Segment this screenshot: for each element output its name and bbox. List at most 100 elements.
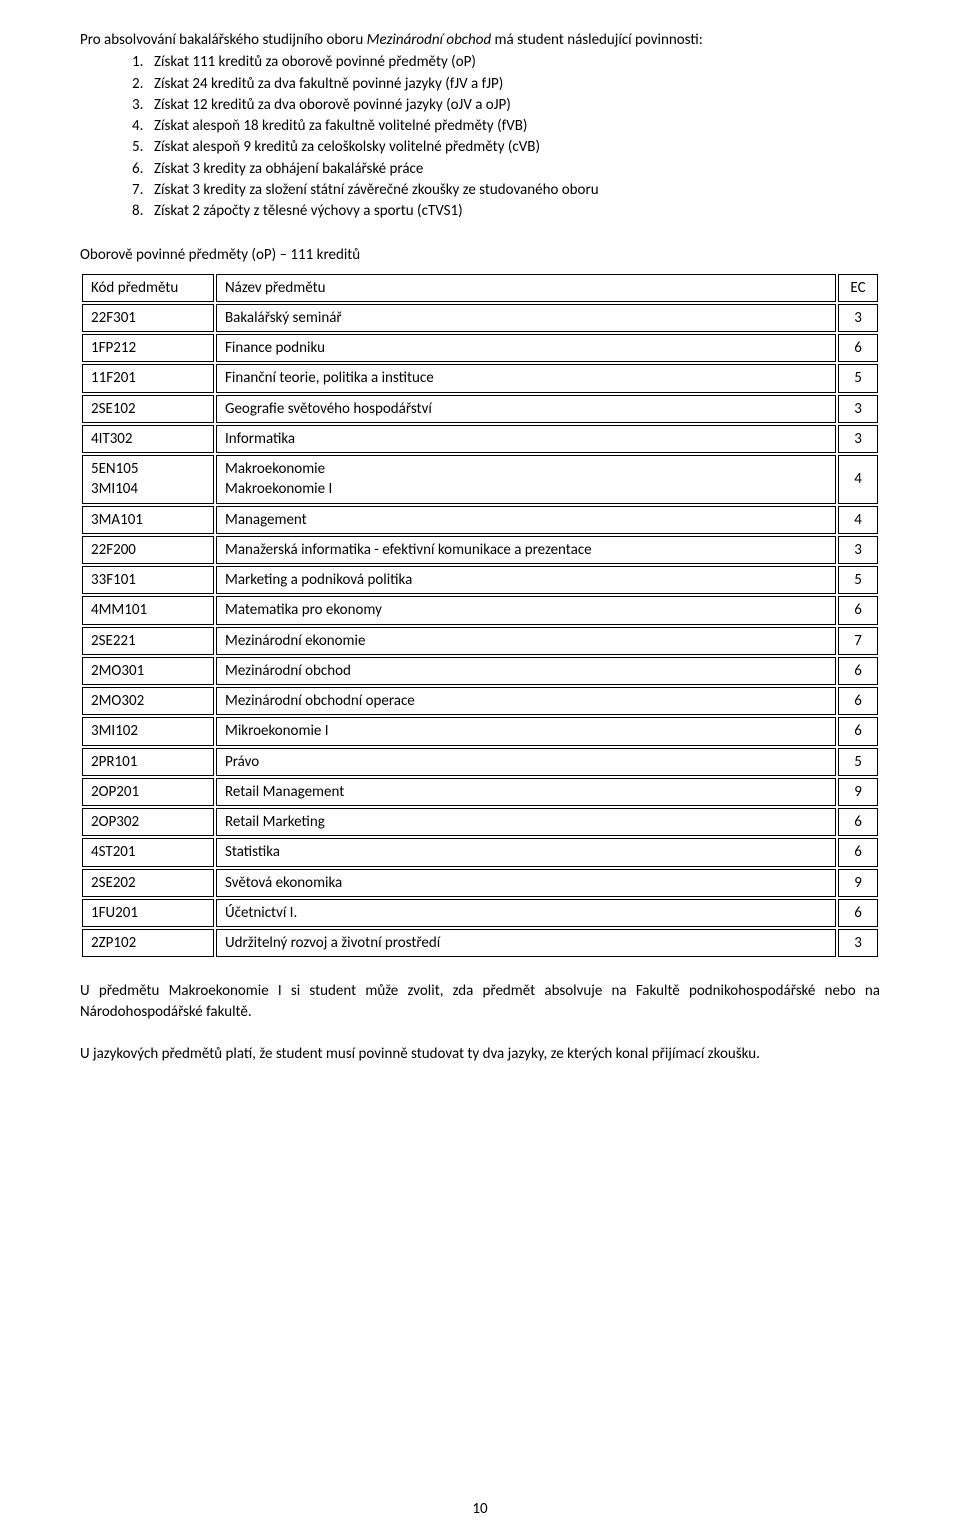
- cell-name: Mikroekonomie I: [216, 717, 836, 745]
- cell-name: Manažerská informatika - efektivní komun…: [216, 536, 836, 564]
- intro-prefix: Pro absolvování bakalářského studijního …: [80, 31, 367, 49]
- cell-code: 22F301: [82, 304, 214, 332]
- list-item: 3.Získat 12 kreditů za dva oborově povin…: [132, 95, 880, 115]
- page: Pro absolvování bakalářského studijního …: [40, 0, 920, 1537]
- list-num: 2.: [132, 74, 154, 94]
- table-row: 2SE202Světová ekonomika9: [82, 869, 878, 897]
- cell-ec: 5: [838, 748, 878, 776]
- cell-ec: 9: [838, 778, 878, 806]
- cell-ec: 3: [838, 395, 878, 423]
- cell-name: Právo: [216, 748, 836, 776]
- table-row: 4IT302Informatika3: [82, 425, 878, 453]
- cell-ec: 6: [838, 808, 878, 836]
- table-row: 2PR101Právo5: [82, 748, 878, 776]
- table-row: 2MO301Mezinárodní obchod6: [82, 657, 878, 685]
- list-text: Získat 3 kredity za složení státní závěr…: [154, 181, 599, 199]
- cell-code: 11F201: [82, 364, 214, 392]
- cell-code: 2OP201: [82, 778, 214, 806]
- cell-name: Mezinárodní obchodní operace: [216, 687, 836, 715]
- cell-code: 2ZP102: [82, 929, 214, 957]
- cell-code: 3MI102: [82, 717, 214, 745]
- list-item: 2.Získat 24 kreditů za dva fakultně povi…: [132, 74, 880, 94]
- cell-ec: 3: [838, 425, 878, 453]
- table-row: 3MI102Mikroekonomie I6: [82, 717, 878, 745]
- list-item: 8.Získat 2 zápočty z tělesné výchovy a s…: [132, 201, 880, 221]
- cell-code: 3MA101: [82, 506, 214, 534]
- list-item: 1.Získat 111 kreditů za oborově povinné …: [132, 52, 880, 72]
- list-text: Získat 3 kredity za obhájení bakalářské …: [154, 160, 423, 178]
- paragraph-2: U jazykových předmětů platí, že student …: [80, 1044, 880, 1064]
- cell-name: Management: [216, 506, 836, 534]
- course-table: Kód předmětu Název předmětu EC 22F301Bak…: [80, 272, 880, 960]
- table-row: 2SE221Mezinárodní ekonomie7: [82, 627, 878, 655]
- cell-name: Udržitelný rozvoj a životní prostředí: [216, 929, 836, 957]
- table-row: 1FP212Finance podniku6: [82, 334, 878, 362]
- col-header-code: Kód předmětu: [82, 274, 214, 302]
- list-text: Získat alespoň 9 kreditů za celoškolsky …: [154, 138, 540, 156]
- cell-code: 22F200: [82, 536, 214, 564]
- list-text: Získat 2 zápočty z tělesné výchovy a spo…: [154, 202, 463, 220]
- cell-ec: 6: [838, 717, 878, 745]
- cell-code: 1FP212: [82, 334, 214, 362]
- cell-name: Mezinárodní ekonomie: [216, 627, 836, 655]
- cell-name: Finanční teorie, politika a instituce: [216, 364, 836, 392]
- cell-ec: 6: [838, 899, 878, 927]
- intro-paragraph: Pro absolvování bakalářského studijního …: [80, 30, 880, 50]
- cell-ec: 6: [838, 687, 878, 715]
- list-text: Získat 24 kreditů za dva fakultně povinn…: [154, 75, 503, 93]
- intro-suffix: má student následující povinnosti:: [491, 31, 703, 49]
- intro-italic: Mezinárodní obchod: [367, 31, 491, 49]
- table-row: 33F101Marketing a podniková politika5: [82, 566, 878, 594]
- table-row: 22F200Manažerská informatika - efektivní…: [82, 536, 878, 564]
- cell-ec: 7: [838, 627, 878, 655]
- cell-code: 2OP302: [82, 808, 214, 836]
- cell-ec: 6: [838, 657, 878, 685]
- list-item: 7.Získat 3 kredity za složení státní záv…: [132, 180, 880, 200]
- cell-ec: 5: [838, 566, 878, 594]
- table-row: 2MO302Mezinárodní obchodní operace6: [82, 687, 878, 715]
- cell-ec-merged: 4: [838, 455, 878, 504]
- cell-ec: 5: [838, 364, 878, 392]
- list-num: 7.: [132, 180, 154, 200]
- cell-code: 1FU201: [82, 899, 214, 927]
- list-num: 8.: [132, 201, 154, 221]
- cell-name: Retail Management: [216, 778, 836, 806]
- table-row: 2OP201Retail Management9: [82, 778, 878, 806]
- table-row: 3MA101Management4: [82, 506, 878, 534]
- cell-code-merged: 5EN105 3MI104: [82, 455, 214, 504]
- page-number: 10: [40, 1499, 920, 1519]
- cell-ec: 3: [838, 304, 878, 332]
- col-header-name: Název předmětu: [216, 274, 836, 302]
- cell-ec: 6: [838, 596, 878, 624]
- cell-ec: 9: [838, 869, 878, 897]
- table-row: 1FU201Účetnictví I.6: [82, 899, 878, 927]
- list-num: 5.: [132, 137, 154, 157]
- cell-code: 2MO301: [82, 657, 214, 685]
- list-item: 6.Získat 3 kredity za obhájení bakalářsk…: [132, 159, 880, 179]
- paragraph-1: U předmětu Makroekonomie I si student mů…: [80, 981, 880, 1022]
- cell-ec: 6: [838, 334, 878, 362]
- cell-name: Účetnictví I.: [216, 899, 836, 927]
- table-row: 2SE102Geografie světového hospodářství3: [82, 395, 878, 423]
- cell-name-merged: Makroekonomie Makroekonomie I: [216, 455, 836, 504]
- cell-name: Marketing a podniková politika: [216, 566, 836, 594]
- cell-name: Informatika: [216, 425, 836, 453]
- cell-code: 2SE221: [82, 627, 214, 655]
- table-row: 22F301Bakalářský seminář3: [82, 304, 878, 332]
- cell-code: 4MM101: [82, 596, 214, 624]
- cell-name: Matematika pro ekonomy: [216, 596, 836, 624]
- cell-ec: 6: [838, 838, 878, 866]
- list-num: 1.: [132, 52, 154, 72]
- table-row: 4ST201Statistika6: [82, 838, 878, 866]
- list-num: 6.: [132, 159, 154, 179]
- cell-name: Světová ekonomika: [216, 869, 836, 897]
- table-row: 11F201Finanční teorie, politika a instit…: [82, 364, 878, 392]
- cell-code: 2SE202: [82, 869, 214, 897]
- cell-code: 2MO302: [82, 687, 214, 715]
- list-num: 3.: [132, 95, 154, 115]
- cell-ec: 4: [838, 506, 878, 534]
- cell-ec: 3: [838, 536, 878, 564]
- table-heading: Oborově povinné předměty (oP) – 111 kred…: [80, 245, 880, 265]
- list-text: Získat 12 kreditů za dva oborově povinné…: [154, 96, 511, 114]
- cell-code1: 5EN105: [91, 460, 138, 478]
